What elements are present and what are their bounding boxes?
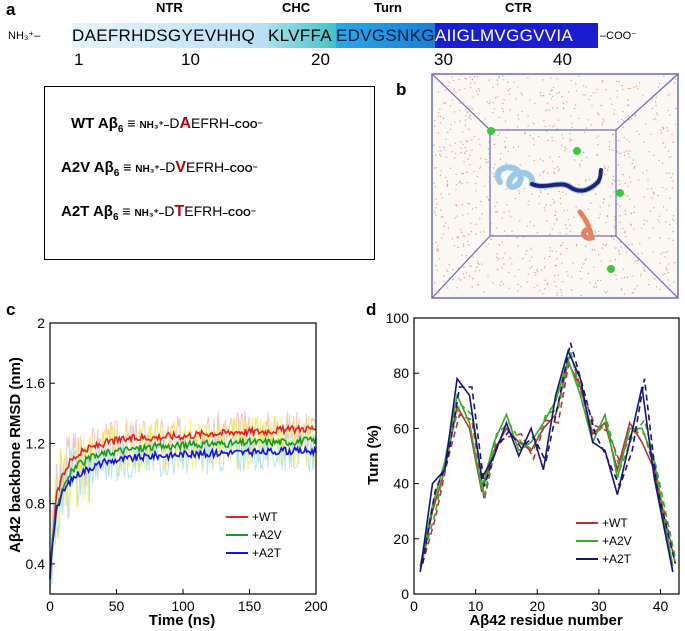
rmsd-y-tick-label: 2 [37,315,45,331]
rmsd-y-axis-label: Aβ42 backbone RMSD (nm) [7,357,24,553]
rmsd-x-tick-label: 200 [304,598,328,614]
turn-y-tick-label: 40 [393,476,409,492]
seq-segment-turn: EDVGSNKG [336,23,435,48]
rmsd-line-wt [49,423,317,576]
variant-row-wt: WT Aβ6 ≡ NH₃⁺–DAEFRH–COO⁻ [71,115,263,135]
variant-row-a2v: A2V Aβ6 ≡ NH₃⁺–DVEFRH–COO⁻ [61,159,258,179]
rmsd-x-axis-label: Time (ns) [149,612,215,629]
turn-legend-label: +A2V [602,534,632,548]
panel-label-b: b [396,80,407,99]
turn-x-axis-label: Aβ42 residue number [469,612,623,629]
seq-number-10: 10 [181,50,200,69]
seq-number-30: 30 [434,50,453,69]
rmsd-legend-label: +A2T [252,546,282,560]
rmsd-legend-label: +A2V [252,528,282,542]
rmsd-x-tick-label: 0 [46,598,54,614]
turn-y-tick-label: 20 [393,531,409,547]
region-label-ctr: CTR [505,0,532,15]
turn-x-tick-label: 40 [653,598,669,614]
seq-number-1: 1 [74,50,84,69]
rmsd-y-tick-label: 0.8 [26,496,46,512]
panel-label-a: a [6,0,16,19]
seq-number-20: 20 [311,50,330,69]
turn-line-a2v [419,356,674,567]
rmsd-x-tick-label: 100 [171,598,195,614]
turn-dashed-line-wt [421,353,677,564]
rmsd-x-tick-label: 50 [109,598,125,614]
rmsd-chart: 0 50 100 150 200 0.4 0.8 1.2 1.6 2 Time (ns) Aβ42… [7,315,328,629]
turn-y-tick-label: 80 [393,365,409,381]
region-label-chc: CHC [282,0,311,15]
seq-segment-ctr: AIIGLMVGGVVIA [435,23,598,48]
c-terminus: –COO⁻ [600,30,637,42]
seq-segment-ntr: DAEFRHDSGYEVHHQ [72,23,268,48]
turn-plot-frame [413,317,680,595]
seq-number-40: 40 [553,50,572,69]
turn-y-tick-label: 60 [393,420,409,436]
turn-x-tick-label: 0 [410,598,418,614]
rmsd-line-a2t [49,445,317,580]
variant-row-a2t: A2T Aβ6 ≡ NH₃⁺–DTEFRH–COO⁻ [61,203,257,223]
turn-legend-label: +A2T [602,552,632,566]
seq-segment-chc: KLVFFA [268,23,336,48]
rmsd-y-tick-label: 1.2 [26,435,46,451]
turn-y-tick-label: 0 [401,586,409,602]
turn-x-tick-label: 20 [529,598,545,614]
turn-line-a2t [419,348,674,573]
simulation-box-image [431,73,679,299]
rmsd-y-tick-label: 1.6 [26,375,46,391]
turn-chart: 0 10 20 30 40 0 20 40 60 80 100 Aβ42 residue numbe… [365,310,680,629]
turn-y-axis-label: Turn (%) [365,425,382,485]
n-terminus: NH₃⁺– [8,30,41,42]
turn-y-tick-label: 100 [386,310,410,326]
turn-legend-label: +WT [602,516,628,530]
rmsd-x-tick-label: 150 [238,598,262,614]
rmsd-line-a2v [49,434,317,579]
rmsd-y-tick-label: 0.4 [26,556,46,572]
rmsd-legend-label: +WT [252,510,278,524]
region-label-turn: Turn [374,0,402,15]
turn-x-tick-label: 30 [591,598,607,614]
region-label-ntr: NTR [156,0,183,15]
turn-dashed-line-a2t [421,342,677,564]
panel-label-d: d [366,300,377,319]
panel-label-c: c [6,300,16,319]
turn-x-tick-label: 10 [468,598,484,614]
variants-box: WT Aβ6 ≡ NH₃⁺–DAEFRH–COO⁻ A2V Aβ6 ≡ NH₃⁺… [44,86,375,260]
